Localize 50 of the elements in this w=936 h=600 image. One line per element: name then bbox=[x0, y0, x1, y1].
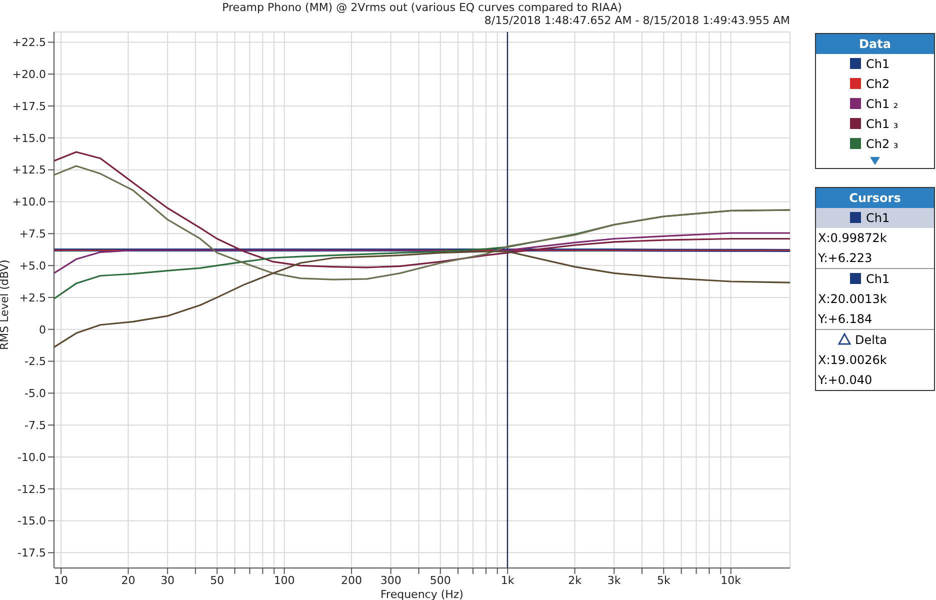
legend-label: Ch1 ₃ bbox=[866, 117, 898, 131]
y-tick-label: +22.5 bbox=[12, 36, 46, 50]
x-tick-label: 10 bbox=[54, 574, 68, 587]
x-tick-label: 3k bbox=[607, 574, 622, 587]
x-tick-label: 20 bbox=[121, 574, 136, 587]
chart-subtitle: 8/15/2018 1:48:47.652 AM - 8/15/2018 1:49:43.955 AM bbox=[483, 14, 790, 27]
x-tick-label: 200 bbox=[341, 574, 362, 587]
legend-label: Ch1 bbox=[866, 57, 890, 71]
y-tick-label: +20.0 bbox=[12, 68, 46, 82]
y-tick-label: 0 bbox=[39, 323, 46, 336]
y-tick-label: -10.0 bbox=[18, 450, 46, 464]
y-tick-label: -17.5 bbox=[18, 546, 46, 560]
y-axis-title: RMS Level (dBV) bbox=[0, 260, 11, 350]
x-tick-label: 2k bbox=[568, 574, 582, 587]
text: Ch1 bbox=[866, 272, 890, 286]
y-tick-label: -5.0 bbox=[24, 387, 46, 400]
y-tick-label: +2.5 bbox=[19, 291, 46, 304]
y-tick-label: +12.5 bbox=[12, 164, 46, 177]
x-tick-label: 1k bbox=[500, 574, 515, 587]
legend-label: Ch2 bbox=[866, 77, 890, 91]
legend-label: Ch2 ₃ bbox=[866, 137, 898, 151]
text: X:20.0013k bbox=[817, 291, 888, 308]
text: Y:+0.040 bbox=[817, 372, 874, 389]
x-tick-label: 50 bbox=[210, 574, 224, 587]
text: Delta bbox=[855, 333, 888, 347]
legend-title: Data bbox=[816, 34, 934, 54]
y-tick-label: -15.0 bbox=[18, 514, 46, 528]
x-tick-label: 10k bbox=[720, 574, 742, 587]
y-tick-label: -12.5 bbox=[18, 482, 46, 496]
x-tick-label: 30 bbox=[160, 574, 175, 587]
y-tick-label: +7.5 bbox=[19, 228, 46, 241]
y-tick-label: +5.0 bbox=[19, 259, 46, 272]
x-tick-label: 500 bbox=[430, 574, 451, 587]
text: Y:+6.184 bbox=[817, 311, 874, 328]
text: Ch1 bbox=[866, 211, 890, 225]
y-tick-label: +15.0 bbox=[12, 132, 46, 145]
x-axis-title: Frequency (Hz) bbox=[380, 588, 464, 600]
chart-title: Preamp Phono (MM) @ 2Vrms out (various EQ curves compared to RIAA) bbox=[221, 1, 623, 14]
y-tick-label: -7.5 bbox=[24, 418, 46, 432]
x-tick-label: 300 bbox=[380, 574, 402, 587]
y-tick-label: -2.5 bbox=[24, 355, 46, 368]
y-tick-label: +17.5 bbox=[12, 100, 46, 113]
text: Y:+6.223 bbox=[817, 250, 874, 267]
text: X:19.0026k bbox=[817, 352, 888, 369]
legend-label: Ch1 ₂ bbox=[866, 97, 898, 111]
y-tick-label: +10.0 bbox=[12, 196, 46, 209]
text: X:0.99872k bbox=[817, 230, 888, 247]
x-tick-label: 100 bbox=[274, 574, 295, 587]
x-tick-label: 5k bbox=[656, 574, 671, 587]
text: Cursors bbox=[816, 188, 934, 208]
